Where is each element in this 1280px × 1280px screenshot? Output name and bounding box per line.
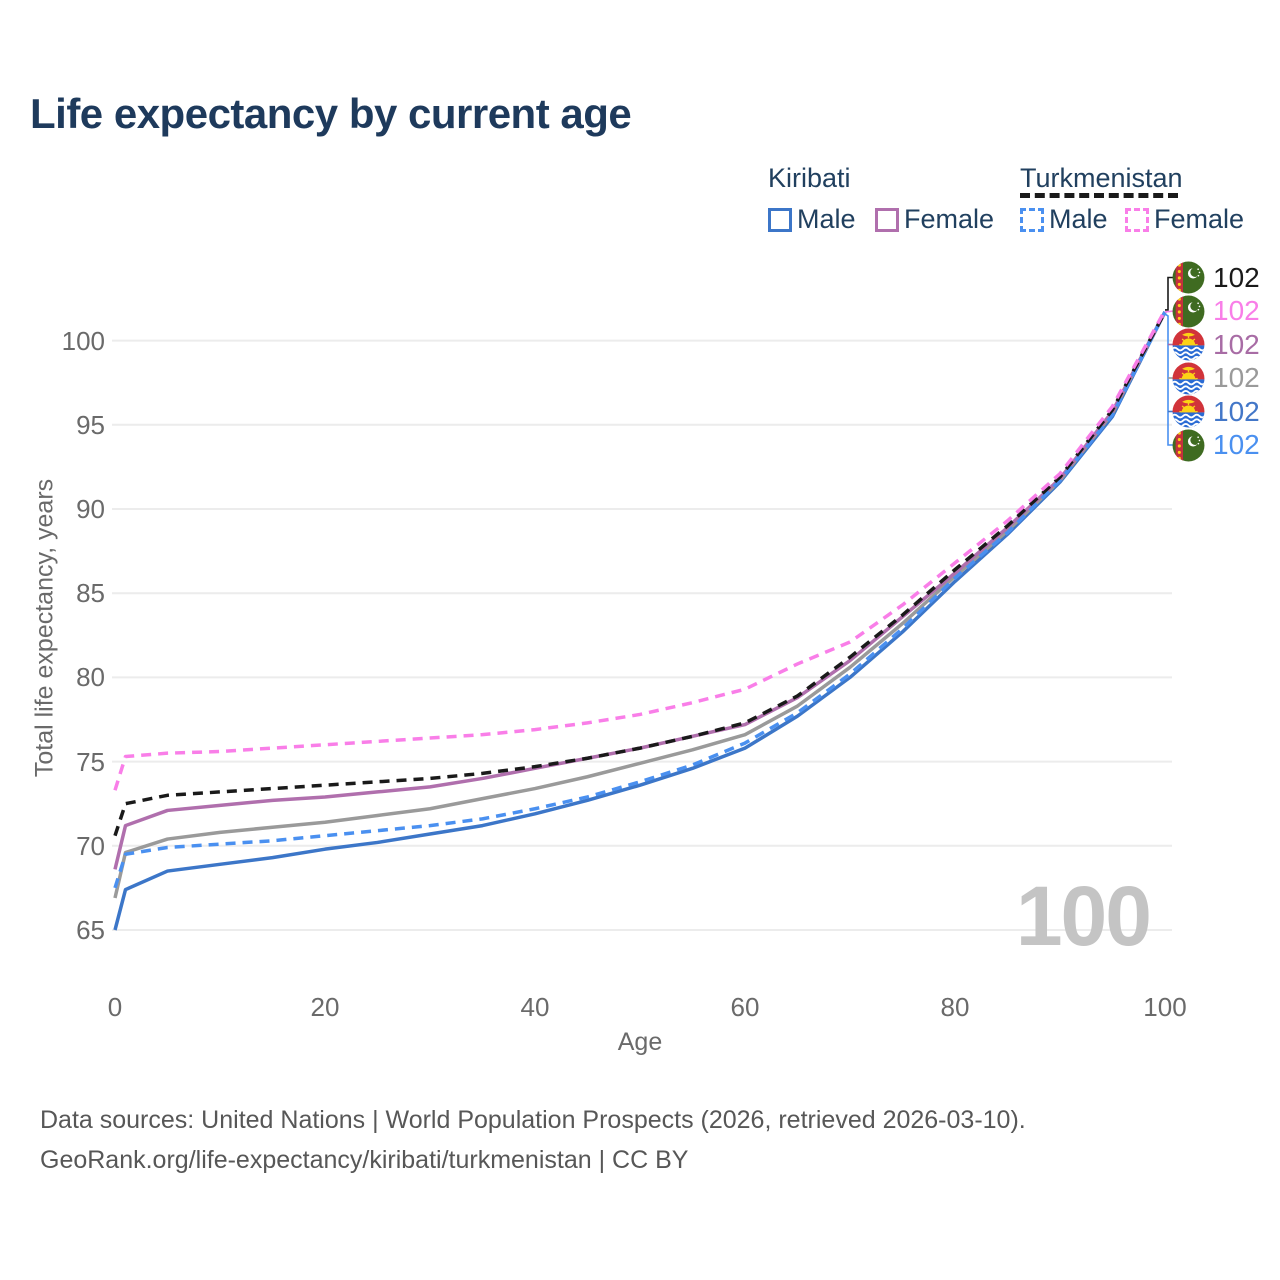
attribution-link[interactable]: GeoRank.org/life-expectancy/kiribati/tur… — [40, 1146, 689, 1174]
x-tick-label: 40 — [520, 992, 550, 1022]
endpoint-value: 102 — [1213, 328, 1260, 360]
x-tick-label: 80 — [940, 992, 970, 1022]
kiribati-flag-icon — [1172, 395, 1205, 428]
endpoint-value: 102 — [1213, 295, 1260, 326]
endpoint-value: 102 — [1213, 362, 1260, 393]
turkmenistan-male-swatch-icon — [1020, 207, 1044, 232]
legend-item-kiribati-male[interactable]: Male — [768, 204, 856, 235]
connector-turkmenistan-both — [1165, 276, 1174, 311]
x-tick-label: 100 — [1143, 992, 1187, 1022]
y-tick-label: 65 — [76, 915, 105, 945]
kiribati-flag-icon — [1172, 328, 1205, 361]
x-tick-label: 20 — [310, 992, 340, 1022]
turkmenistan-female-swatch-icon — [1125, 207, 1149, 232]
endpoint-row-turkmenistan[interactable]: 102 — [1172, 428, 1260, 462]
turkmenistan-flag-icon — [1172, 261, 1205, 294]
y-tick-label: 80 — [76, 662, 105, 693]
legend-item-kiribati-female[interactable]: Female — [875, 204, 994, 235]
x-tick-label: 0 — [107, 992, 123, 1022]
endpoint-row-kiribati[interactable]: 102 — [1172, 361, 1260, 395]
y-tick-label: 95 — [76, 409, 105, 440]
x-axis-title: Age — [617, 1028, 663, 1056]
turkmenistan-flag-icon — [1172, 429, 1205, 462]
legend-label: Female — [1154, 204, 1245, 234]
legend-group-turkmenistan[interactable]: Turkmenistan — [1020, 163, 1183, 193]
legend-underline-turkmenistan — [1020, 193, 1178, 198]
endpoint-row-turkmenistan[interactable]: 102 — [1172, 294, 1260, 328]
endpoint-value: 102 — [1213, 395, 1260, 427]
endpoint-row-kiribati[interactable]: 102 — [1172, 395, 1260, 429]
y-tick-label: 85 — [76, 578, 105, 609]
endpoint-value: 102 — [1213, 429, 1260, 460]
endpoint-row-kiribati[interactable]: 102 — [1172, 328, 1260, 362]
y-tick-label: 90 — [76, 494, 105, 524]
turkmenistan-flag-icon — [1172, 295, 1205, 328]
endpoint-row-turkmenistan[interactable]: 102 — [1172, 261, 1260, 295]
legend-label: Male — [1049, 204, 1108, 234]
series-line-kiribati-female[interactable] — [113, 311, 1167, 870]
connector-turkmenistan-male — [1164, 313, 1174, 446]
series-line-kiribati-male[interactable] — [113, 311, 1167, 931]
legend-label: Female — [904, 204, 995, 234]
legend-group-kiribati[interactable]: Kiribati — [768, 163, 851, 193]
x-tick-label: 60 — [730, 992, 760, 1022]
legend-item-turkmenistan-male[interactable]: Male — [1020, 204, 1108, 235]
series-line-turkmenistan-both[interactable] — [113, 311, 1167, 837]
series-line-turkmenistan-female[interactable] — [113, 309, 1167, 791]
kiribati-flag-icon — [1172, 362, 1205, 395]
connector-turkmenistan-female — [1164, 310, 1175, 313]
endpoint-value: 102 — [1213, 261, 1260, 293]
y-tick-label: 75 — [76, 746, 105, 777]
legend-label: Male — [797, 204, 856, 234]
series-line-kiribati-both[interactable] — [113, 311, 1167, 899]
page-title: Life expectancy by current age — [30, 90, 632, 137]
y-tick-label: 70 — [76, 830, 105, 861]
series-line-turkmenistan-male[interactable] — [113, 311, 1167, 889]
legend-item-turkmenistan-female[interactable]: Female — [1125, 204, 1244, 235]
y-tick-label: 100 — [61, 325, 105, 356]
hovered-age-watermark: 100 — [1015, 869, 1152, 963]
kiribati-female-swatch-icon — [875, 207, 899, 232]
kiribati-male-swatch-icon — [768, 207, 792, 232]
legend-underline-kiribati — [768, 193, 855, 198]
data-sources-text: Data sources: United Nations | World Pop… — [40, 1106, 1026, 1134]
